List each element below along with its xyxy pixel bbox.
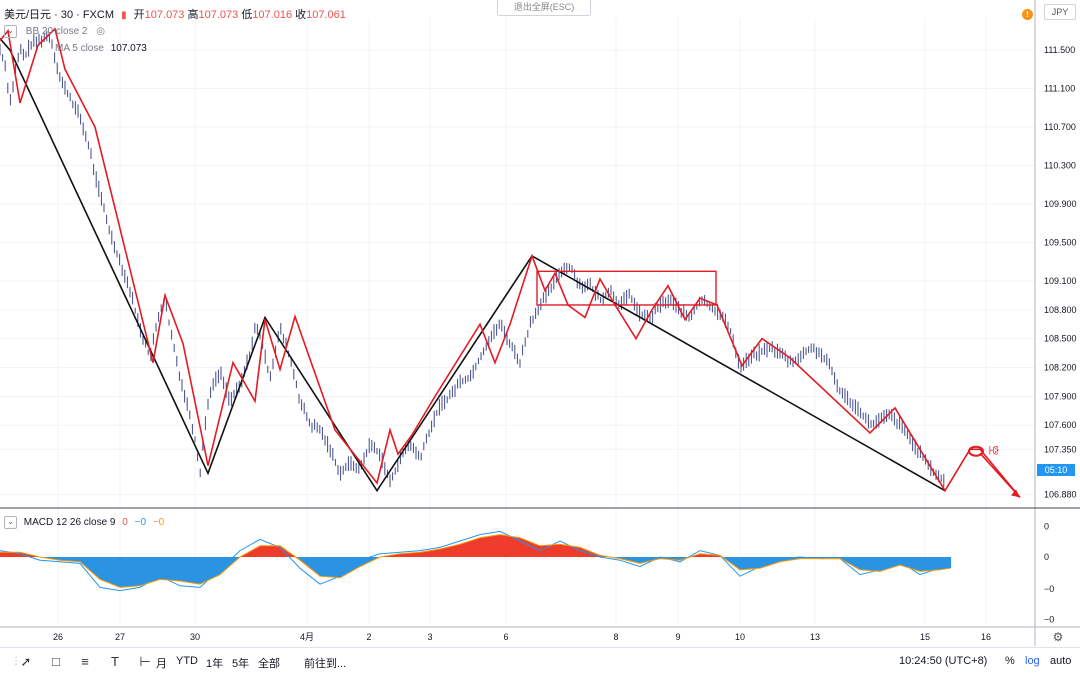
clock: 10:24:50 (UTC+8) — [899, 655, 988, 667]
macd-value-3: −0 — [152, 517, 165, 529]
price-tick-label: 110.700 — [1044, 122, 1076, 132]
macd-tick-label: 0 — [1044, 552, 1049, 562]
macd-value-2: −0 — [134, 517, 147, 529]
macd-legend: ⌄ MACD 12 26 close 9 0 −0 −0 — [4, 516, 164, 529]
drag-handle-icon[interactable]: ⋮ — [11, 656, 21, 667]
open-value: 107.073 — [144, 9, 185, 21]
macd-pane — [0, 530, 951, 592]
range-1y[interactable]: 1年 — [206, 658, 224, 670]
price-tick-label: 107.350 — [1044, 444, 1077, 454]
price-tick-label: 109.500 — [1044, 237, 1077, 247]
time-tick-label: 8 — [613, 632, 618, 642]
currency-badge[interactable]: JPY — [1044, 4, 1076, 20]
time-tick-label: 10 — [735, 632, 745, 642]
ohlc-values: 开107.073 高107.073 低107.016 收107.061 — [134, 9, 346, 21]
high-label: 高 — [187, 9, 199, 21]
red-zigzag-line — [0, 27, 1021, 498]
grid — [0, 18, 1035, 624]
macd-value-1: 0 — [122, 517, 128, 529]
alert-icon[interactable]: ! — [1022, 9, 1033, 20]
time-tick-label: 27 — [115, 632, 125, 642]
symbol-label[interactable]: 美元/日元 · 30 · FXCM — [4, 9, 115, 21]
macd-label[interactable]: MACD 12 26 close 9 — [23, 517, 116, 529]
short-arrow-line — [979, 452, 1021, 498]
short-signal-circle — [968, 445, 984, 457]
red-flag-icon: ▮ — [121, 10, 127, 21]
percent-toggle[interactable]: % — [1005, 655, 1015, 667]
ma-legend: MA 5 close 107.073 — [55, 43, 147, 54]
gear-icon: ⚙ — [1053, 630, 1064, 644]
price-tick-label: 107.900 — [1044, 391, 1077, 401]
low-value: 107.016 — [252, 9, 293, 21]
time-tick-label: 30 — [190, 632, 200, 642]
price-tick-label: 108.800 — [1044, 305, 1077, 315]
price-tick-label: 111.500 — [1044, 45, 1075, 55]
bb-legend: ⌄ BB 20 close 2 ◎ — [4, 25, 105, 38]
macd-tick-label: −0 — [1044, 584, 1054, 594]
time-tick-label: 13 — [810, 632, 820, 642]
price-series — [0, 30, 945, 488]
high-value: 107.073 — [198, 9, 239, 21]
short-annotation-text: 空 — [987, 445, 1000, 455]
rectangle-tool-icon[interactable]: □ — [52, 654, 60, 669]
exit-fullscreen-button[interactable]: 退出全屏(ESC) — [497, 0, 591, 16]
black-zigzag-line — [0, 37, 946, 493]
time-tick-label: 2 — [366, 632, 371, 642]
auto-toggle[interactable]: auto — [1050, 655, 1072, 667]
chevron-down-icon[interactable]: ⌄ — [4, 25, 17, 38]
price-tick-label: 106.880 — [1044, 489, 1077, 499]
price-tick-label: 108.200 — [1044, 363, 1077, 373]
ma-value: 107.073 — [110, 43, 147, 54]
macd-line — [0, 530, 950, 592]
text-tool-icon[interactable]: T — [111, 654, 119, 669]
range-ytd[interactable]: YTD — [176, 655, 198, 667]
time-tick-label: 3 — [427, 632, 432, 642]
low-label: 低 — [241, 9, 253, 21]
zigzag-lines — [0, 27, 1021, 498]
time-tick-label: 16 — [981, 632, 991, 642]
legend-row: 美元/日元 · 30 · FXCM ▮ 开107.073 高107.073 低1… — [4, 6, 346, 22]
price-tick-label: 110.300 — [1044, 160, 1076, 170]
measure-tool-icon[interactable]: ⊢ — [139, 654, 151, 669]
axes: 111.500 111.100 110.700 110.300 109.900 109.5… — [0, 0, 1080, 646]
eye-icon[interactable]: ◎ — [96, 26, 106, 38]
time-tick-label: 26 — [53, 632, 63, 642]
price-countdown-tag: 05:10 — [1037, 464, 1075, 476]
time-tick-label: 15 — [920, 632, 930, 642]
close-value: 107.061 — [306, 9, 346, 21]
log-toggle[interactable]: log — [1025, 655, 1040, 667]
price-tick-label: 108.500 — [1044, 334, 1077, 344]
short-arrow-head — [1011, 489, 1020, 498]
price-tick-label: 109.100 — [1044, 276, 1077, 286]
range-5y[interactable]: 5年 — [232, 658, 250, 670]
range-month[interactable]: 月 — [156, 658, 167, 670]
time-tick-label: 4月 — [300, 632, 314, 642]
macd-tick-label: 0 — [1044, 522, 1049, 532]
close-label: 收 — [295, 9, 307, 21]
range-all[interactable]: 全部 — [258, 658, 280, 670]
trendline-tool-icon[interactable]: ➚ — [20, 654, 32, 669]
macd-tick-label: −0 — [1044, 614, 1054, 624]
price-tick-label: 109.900 — [1044, 199, 1077, 209]
bb-label[interactable]: BB 20 close 2 — [25, 26, 88, 38]
fib-tool-icon[interactable]: ≡ — [81, 654, 89, 669]
price-tick-label: 111.100 — [1044, 84, 1075, 94]
bottom-toolbar: ⋮ ➚ □ ≡ T ⊢ 月 YTD 1年 5年 全部 前往到... 10:24:… — [0, 647, 1080, 676]
goto-date-button[interactable]: 前往到... — [304, 658, 347, 670]
consolidation-box — [536, 270, 717, 306]
ma-label[interactable]: MA 5 close — [55, 43, 104, 54]
annotations: 空 — [968, 445, 1021, 498]
chevron-down-icon[interactable]: ⌄ — [4, 516, 17, 529]
time-tick-label: 6 — [503, 632, 508, 642]
price-tick-label: 107.600 — [1044, 420, 1077, 430]
signal-line — [0, 534, 951, 588]
open-label: 开 — [133, 9, 145, 21]
time-tick-label: 9 — [675, 632, 680, 642]
